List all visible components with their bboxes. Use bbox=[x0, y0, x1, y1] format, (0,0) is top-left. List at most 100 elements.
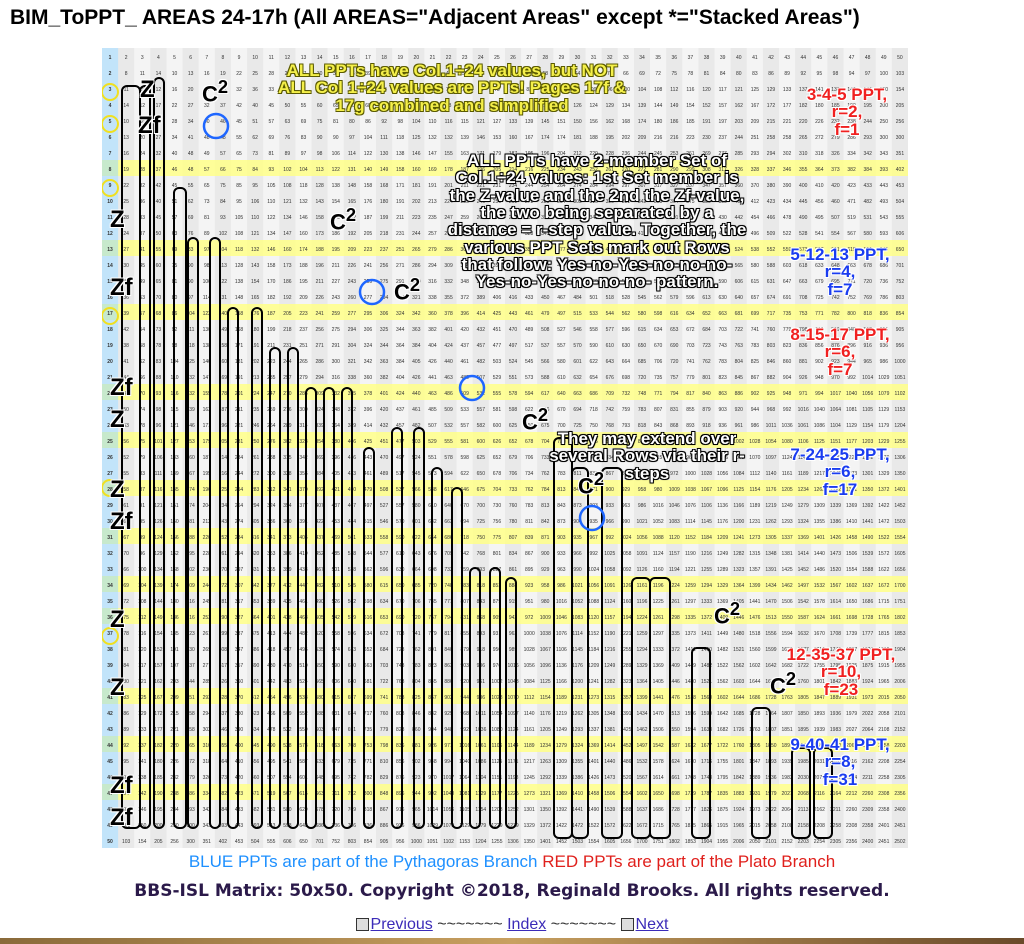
svg-text:1217: 1217 bbox=[524, 759, 535, 765]
svg-text:451: 451 bbox=[493, 327, 502, 333]
svg-text:25: 25 bbox=[494, 55, 500, 61]
svg-text:606: 606 bbox=[735, 279, 744, 285]
svg-text:447: 447 bbox=[299, 583, 308, 589]
svg-text:1473: 1473 bbox=[604, 775, 615, 781]
svg-text:307: 307 bbox=[235, 583, 244, 589]
svg-text:70: 70 bbox=[123, 551, 129, 557]
svg-text:111: 111 bbox=[155, 471, 163, 477]
svg-text:1602: 1602 bbox=[717, 695, 728, 701]
svg-text:1550: 1550 bbox=[669, 727, 680, 733]
note-extend-rows: They may extend over several Rows via th… bbox=[549, 429, 745, 483]
svg-text:106: 106 bbox=[251, 199, 260, 205]
svg-text:1083: 1083 bbox=[669, 519, 680, 525]
svg-text:810: 810 bbox=[380, 759, 389, 765]
svg-text:321: 321 bbox=[412, 295, 421, 301]
svg-text:1329: 1329 bbox=[717, 583, 728, 589]
svg-text:1301: 1301 bbox=[862, 471, 873, 477]
svg-text:218: 218 bbox=[283, 327, 292, 333]
svg-text:554: 554 bbox=[831, 231, 840, 237]
svg-text:11: 11 bbox=[124, 87, 129, 93]
svg-text:295: 295 bbox=[364, 311, 373, 317]
svg-text:1364: 1364 bbox=[733, 583, 744, 589]
svg-text:622: 622 bbox=[461, 471, 470, 477]
svg-text:259: 259 bbox=[267, 407, 276, 413]
svg-text:118: 118 bbox=[396, 135, 404, 141]
svg-text:1040: 1040 bbox=[846, 391, 857, 397]
svg-text:1231: 1231 bbox=[572, 695, 583, 701]
svg-text:1865: 1865 bbox=[701, 823, 712, 829]
svg-text:507: 507 bbox=[477, 375, 486, 381]
svg-text:209: 209 bbox=[638, 135, 647, 141]
svg-text:441: 441 bbox=[428, 375, 437, 381]
svg-text:929: 929 bbox=[541, 567, 550, 573]
svg-text:1102: 1102 bbox=[895, 391, 906, 397]
previous-link[interactable]: Previous bbox=[370, 916, 433, 933]
svg-text:1056: 1056 bbox=[588, 583, 599, 589]
svg-text:318: 318 bbox=[815, 151, 824, 157]
svg-text:78: 78 bbox=[397, 103, 403, 109]
svg-text:53: 53 bbox=[123, 423, 129, 429]
svg-text:678: 678 bbox=[864, 263, 873, 269]
index-link[interactable]: Index bbox=[507, 916, 547, 933]
svg-text:867: 867 bbox=[525, 551, 534, 557]
svg-text:679: 679 bbox=[332, 759, 341, 765]
svg-text:902: 902 bbox=[751, 391, 760, 397]
svg-text:98: 98 bbox=[123, 775, 129, 781]
svg-text:15: 15 bbox=[333, 55, 339, 61]
svg-text:1462: 1462 bbox=[782, 583, 793, 589]
svg-text:400: 400 bbox=[799, 183, 808, 189]
svg-text:121: 121 bbox=[154, 503, 163, 509]
svg-text:89: 89 bbox=[784, 71, 790, 77]
svg-text:186: 186 bbox=[670, 119, 679, 125]
svg-text:118: 118 bbox=[300, 183, 308, 189]
svg-text:393: 393 bbox=[219, 823, 228, 829]
svg-text:332: 332 bbox=[332, 391, 341, 397]
svg-text:700: 700 bbox=[557, 423, 566, 429]
svg-text:831: 831 bbox=[461, 615, 470, 621]
svg-text:33: 33 bbox=[623, 55, 629, 61]
svg-text:88: 88 bbox=[156, 375, 162, 381]
svg-text:16: 16 bbox=[204, 71, 210, 77]
svg-text:634: 634 bbox=[686, 311, 695, 317]
svg-text:1224: 1224 bbox=[636, 615, 647, 621]
svg-text:36: 36 bbox=[107, 615, 113, 621]
svg-text:528: 528 bbox=[799, 231, 808, 237]
svg-text:437: 437 bbox=[332, 503, 341, 509]
svg-text:600: 600 bbox=[493, 423, 502, 429]
next-link[interactable]: Next bbox=[635, 916, 669, 933]
svg-text:32: 32 bbox=[140, 183, 146, 189]
svg-text:306: 306 bbox=[380, 311, 389, 317]
svg-text:390: 390 bbox=[718, 199, 727, 205]
svg-text:300: 300 bbox=[461, 247, 470, 253]
svg-text:321: 321 bbox=[348, 359, 357, 365]
svg-text:132: 132 bbox=[186, 391, 195, 397]
svg-text:2400: 2400 bbox=[894, 807, 905, 813]
svg-text:227: 227 bbox=[332, 279, 341, 285]
ppt-f: f=7 bbox=[827, 359, 853, 379]
svg-text:663: 663 bbox=[573, 391, 582, 397]
svg-text:153: 153 bbox=[493, 135, 502, 141]
svg-text:147: 147 bbox=[203, 375, 212, 381]
svg-text:1061: 1061 bbox=[798, 423, 809, 429]
svg-text:133: 133 bbox=[783, 87, 792, 93]
svg-text:154: 154 bbox=[154, 631, 163, 637]
svg-text:905: 905 bbox=[670, 439, 679, 445]
svg-text:468: 468 bbox=[670, 247, 679, 253]
svg-text:174: 174 bbox=[186, 503, 195, 509]
svg-text:294: 294 bbox=[251, 503, 260, 509]
svg-text:265: 265 bbox=[186, 743, 195, 749]
svg-text:836: 836 bbox=[364, 823, 373, 829]
svg-text:485: 485 bbox=[606, 279, 615, 285]
svg-text:803: 803 bbox=[396, 711, 405, 717]
svg-text:843: 843 bbox=[654, 423, 663, 429]
svg-text:96: 96 bbox=[140, 551, 146, 557]
svg-text:300: 300 bbox=[267, 471, 276, 477]
svg-text:2006: 2006 bbox=[733, 839, 744, 845]
svg-text:44: 44 bbox=[430, 71, 436, 77]
svg-text:384: 384 bbox=[315, 471, 324, 477]
svg-text:81: 81 bbox=[123, 647, 129, 653]
svg-text:124: 124 bbox=[589, 103, 598, 109]
svg-text:55: 55 bbox=[156, 247, 162, 253]
svg-text:355: 355 bbox=[444, 295, 453, 301]
svg-text:45: 45 bbox=[107, 759, 113, 765]
